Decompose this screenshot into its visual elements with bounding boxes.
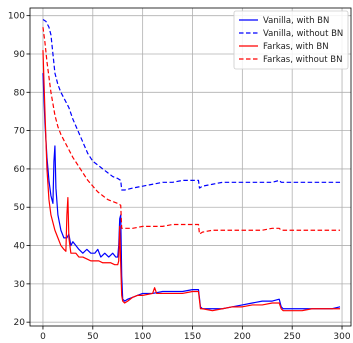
plot-frame — [29, 7, 352, 327]
y-tick-label: 80 — [14, 88, 26, 98]
x-tick-label: 50 — [87, 332, 99, 342]
y-tick-label: 100 — [8, 12, 25, 22]
series-line-3 — [42, 50, 341, 312]
legend: Vanilla, with BN Vanilla, without BN Farka… — [233, 10, 349, 70]
series-line-1 — [42, 73, 341, 310]
legend-label-2: Vanilla, without BN — [263, 29, 343, 39]
legend-box — [233, 10, 349, 70]
axis-ticks: 0 50 100 150 200 250 300 20 30 40 50 60 70 80 90 100 — [8, 12, 351, 342]
x-tick-label: 100 — [134, 332, 151, 342]
y-tick-label: 30 — [14, 280, 26, 290]
x-tick-label: 150 — [184, 332, 201, 342]
y-tick-label: 40 — [14, 242, 26, 252]
x-tick-label: 0 — [40, 332, 46, 342]
series-lines — [42, 18, 341, 312]
legend-label-3: Farkas, with BN — [263, 42, 329, 52]
x-tick-label: 200 — [234, 332, 251, 342]
y-tick-label: 70 — [14, 127, 26, 137]
y-tick-label: 60 — [14, 165, 26, 175]
series-line-4 — [42, 27, 341, 235]
y-tick-label: 90 — [14, 50, 26, 60]
x-tick-label: 250 — [284, 332, 301, 342]
legend-label-1: Vanilla, with BN — [263, 16, 329, 26]
series-line-2 — [42, 18, 341, 191]
y-tick-label: 20 — [14, 318, 26, 328]
x-tick-label: 300 — [333, 332, 350, 342]
legend-label-4: Farkas, without BN — [263, 55, 342, 65]
y-tick-label: 50 — [14, 203, 26, 213]
